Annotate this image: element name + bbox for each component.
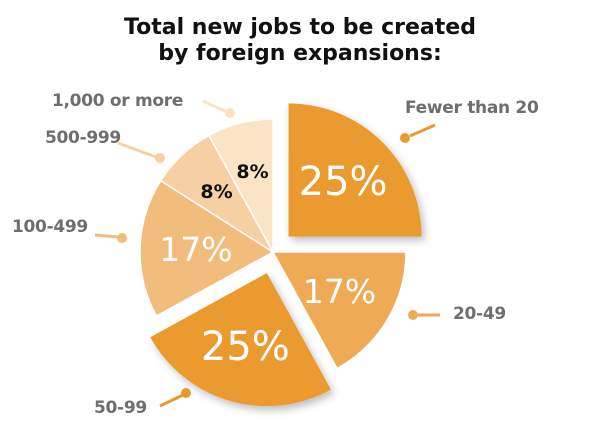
leader-dot-1000-or-more <box>225 108 235 118</box>
leader-line-fewer-than-20 <box>409 123 436 138</box>
leader-dot-20-49 <box>408 310 418 320</box>
callout-label-100-499: 100-499 <box>12 217 88 237</box>
value-label-500-999: 8% <box>200 181 232 203</box>
leader-dot-50-99 <box>181 388 191 398</box>
callout-label-20-49: 20-49 <box>453 304 506 324</box>
pie-slice-20-49 <box>271 251 407 370</box>
leader-line-1000-or-more <box>202 99 228 114</box>
pie-slice-100-499 <box>139 179 275 318</box>
value-label-50-99: 25% <box>201 324 290 370</box>
leader-dot-500-999 <box>155 153 165 163</box>
leader-dot-100-499 <box>117 233 127 243</box>
callout-label-fewer-than-20: Fewer than 20 <box>405 98 539 118</box>
callout-label-500-999: 500-999 <box>45 128 121 148</box>
leader-line-500-999 <box>117 141 157 159</box>
chart-title-line-1: Total new jobs to be created <box>124 15 476 40</box>
leader-dot-fewer-than-20 <box>400 133 410 143</box>
value-label-20-49: 17% <box>303 272 376 311</box>
value-label-100-499: 17% <box>159 230 232 269</box>
callout-label-1000-or-more: 1,000 or more <box>52 91 184 111</box>
pie-slice-50-99 <box>150 273 331 407</box>
pie-slice-fewer-than-20 <box>288 103 422 237</box>
callout-label-50-99: 50-99 <box>94 398 147 418</box>
leader-line-50-99 <box>159 393 184 408</box>
chart-title-line-2: by foreign expansions: <box>158 41 442 66</box>
leader-line-100-499 <box>94 233 119 239</box>
value-label-fewer-than-20: 25% <box>299 159 388 205</box>
value-label-1000-or-more: 8% <box>236 161 268 183</box>
pie-slice-1000-or-more <box>207 118 274 253</box>
